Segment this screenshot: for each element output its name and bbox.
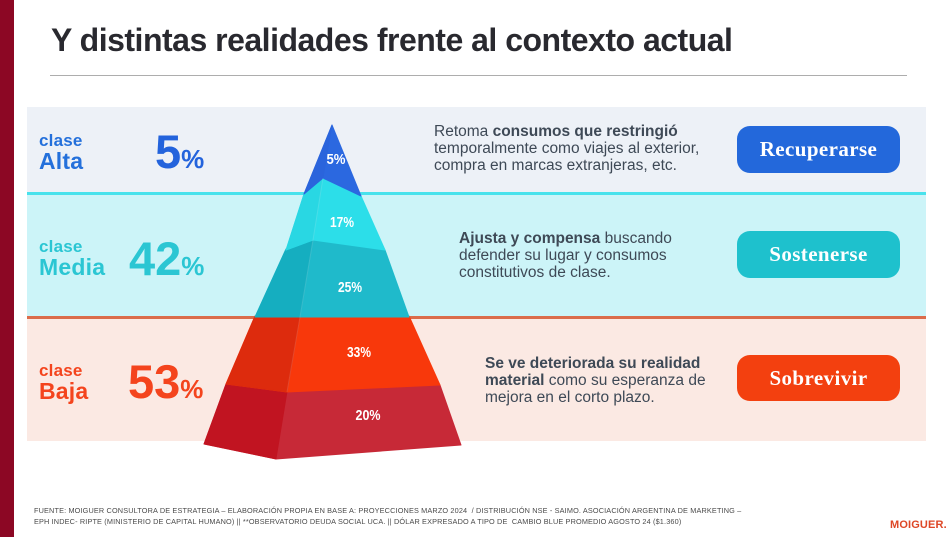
svg-text:25%: 25%: [338, 280, 362, 296]
svg-text:33%: 33%: [347, 345, 371, 361]
svg-text:17%: 17%: [330, 215, 354, 231]
svg-text:5%: 5%: [327, 152, 346, 168]
svg-text:20%: 20%: [356, 408, 381, 424]
